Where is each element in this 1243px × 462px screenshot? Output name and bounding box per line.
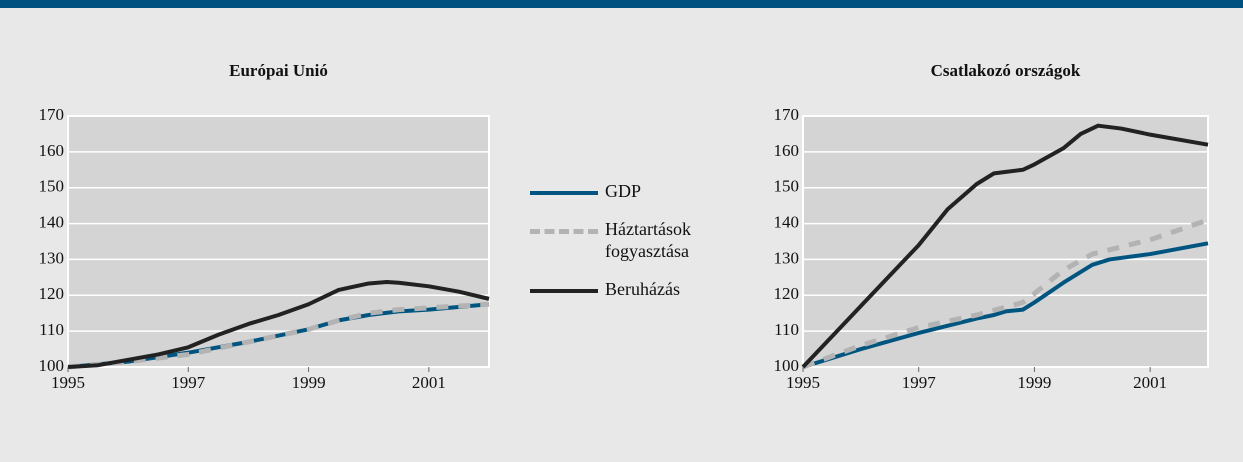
y-tick-label: 170 (774, 105, 800, 124)
line-series (801, 123, 1209, 369)
plot-area (67, 115, 490, 368)
y-tick-label: 110 (774, 320, 799, 339)
legend-swatch (530, 229, 598, 234)
line-series (802, 217, 1209, 370)
y-tick-label: 160 (39, 141, 65, 160)
x-tick-label: 2001 (1133, 373, 1167, 392)
y-tick-label: 160 (774, 141, 800, 160)
y-tick-label: 150 (774, 177, 800, 196)
y-tick-label: 130 (774, 248, 800, 267)
legend-swatch (530, 289, 598, 293)
x-tick-label: 1995 (786, 373, 820, 392)
line-series (67, 301, 490, 370)
x-tick-label: 2001 (412, 373, 446, 392)
legend-item: Beruházás (530, 278, 725, 300)
plot-area (802, 115, 1209, 368)
x-tick-label: 1997 (171, 373, 206, 392)
x-tick-label: 1997 (902, 373, 937, 392)
top-bar (0, 0, 1243, 8)
y-tick-label: 150 (39, 177, 65, 196)
x-tick-label: 1999 (1017, 373, 1051, 392)
x-tick-label: 1999 (292, 373, 326, 392)
legend-label: GDP (605, 181, 642, 201)
line-series (67, 280, 490, 369)
y-tick-label: 170 (39, 105, 65, 124)
y-tick-label: 100 (39, 356, 65, 375)
legend-label: Háztartások fogyasztása (605, 219, 691, 261)
legend-item: GDP (530, 180, 725, 202)
legend-item: Háztartások fogyasztása (530, 218, 725, 262)
y-tick-label: 130 (39, 248, 65, 267)
legend-label: Beruházás (605, 279, 680, 299)
y-tick-label: 140 (39, 212, 65, 231)
y-tick-label: 110 (39, 320, 64, 339)
legend-swatch (530, 191, 598, 195)
y-tick-label: 140 (774, 212, 800, 231)
y-tick-label: 120 (774, 284, 800, 303)
chart-title: Csatlakozó országok (931, 61, 1081, 80)
x-tick-label: 1995 (51, 373, 85, 392)
y-tick-label: 100 (774, 356, 800, 375)
line-series (802, 241, 1209, 369)
legend: GDP Háztartások fogyasztása Beruházás (530, 180, 730, 316)
y-tick-label: 120 (39, 284, 65, 303)
chart-title: Európai Unió (229, 61, 328, 80)
